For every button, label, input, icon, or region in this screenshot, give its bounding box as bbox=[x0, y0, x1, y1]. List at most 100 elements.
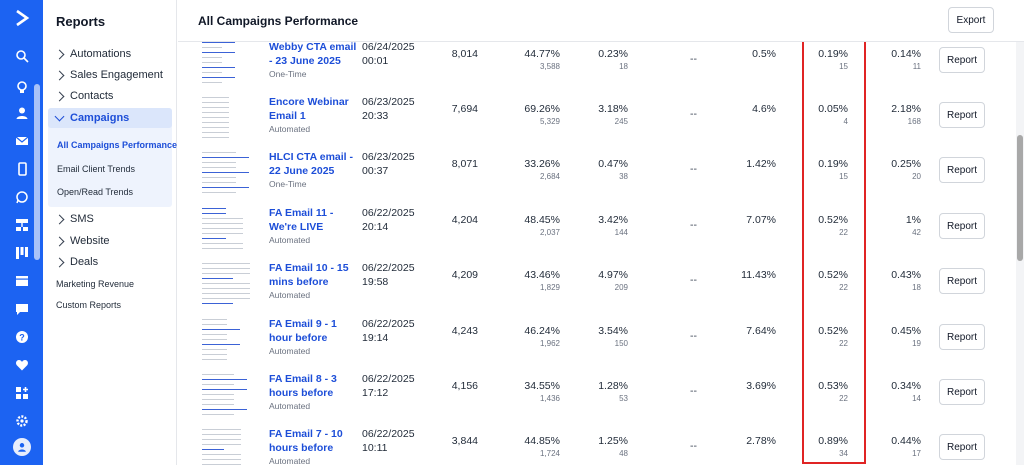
sidebar-item-campaigns[interactable]: Campaigns bbox=[54, 111, 129, 124]
main-header: All Campaigns Performance Export bbox=[178, 0, 1024, 42]
campaign-time: 19:14 bbox=[362, 332, 389, 344]
campaign-time: 19:58 bbox=[362, 276, 389, 288]
click-count: 245 bbox=[614, 117, 628, 126]
report-button[interactable]: Report bbox=[939, 47, 985, 73]
open-count: 5,329 bbox=[539, 117, 560, 126]
page-title: All Campaigns Performance bbox=[198, 14, 359, 28]
campaign-time: 10:11 bbox=[362, 442, 388, 454]
campaign-thumbnail[interactable] bbox=[202, 204, 258, 254]
campaign-thumbnail[interactable] bbox=[202, 148, 258, 198]
sidebar-subitem-open-read-trends[interactable]: Open/Read Trends bbox=[57, 187, 134, 197]
conversations-icon[interactable] bbox=[12, 299, 32, 319]
report-button[interactable]: Report bbox=[939, 102, 985, 128]
campaign-type: Automated bbox=[269, 456, 311, 465]
chevron-right-icon bbox=[54, 49, 65, 59]
last-count: 19 bbox=[912, 339, 921, 348]
report-button[interactable]: Report bbox=[939, 434, 985, 460]
highlighted-rate: 0.52% bbox=[818, 269, 848, 281]
open-count: 1,962 bbox=[539, 339, 560, 348]
empty-metric: -- bbox=[690, 385, 697, 397]
contacts-icon[interactable] bbox=[12, 103, 32, 123]
sidebar-item-deals[interactable]: Deals bbox=[54, 256, 99, 268]
campaign-name-link[interactable]: FA Email 11 - We're LIVE bbox=[269, 207, 334, 233]
click-count: 18 bbox=[619, 62, 628, 71]
last-rate: 2.18% bbox=[891, 103, 921, 115]
campaign-thumbnail[interactable] bbox=[202, 38, 258, 88]
sidebar-item-automations[interactable]: Automations bbox=[54, 48, 131, 60]
sidebar-item-website[interactable]: Website bbox=[54, 235, 110, 247]
rail-scrollbar[interactable] bbox=[34, 84, 40, 260]
last-rate: 0.34% bbox=[891, 380, 921, 392]
campaign-type: Automated bbox=[269, 124, 311, 134]
last-rate: 0.43% bbox=[891, 269, 921, 281]
export-button[interactable]: Export bbox=[948, 7, 994, 33]
open-rate: 46.24% bbox=[524, 325, 560, 337]
click-count: 53 bbox=[619, 394, 628, 403]
click-rate: 1.28% bbox=[598, 380, 628, 392]
sidebar-item-sms[interactable]: SMS bbox=[54, 213, 94, 225]
campaign-name-link[interactable]: HLCI CTA email - 22 June 2025 bbox=[269, 151, 354, 177]
highlighted-rate: 0.53% bbox=[818, 380, 848, 392]
phone-icon[interactable] bbox=[12, 159, 32, 179]
search-icon[interactable] bbox=[12, 46, 32, 66]
settings-gear-icon[interactable] bbox=[12, 411, 32, 431]
highlighted-rate: 0.19% bbox=[818, 48, 848, 60]
heart-icon[interactable] bbox=[12, 355, 32, 375]
apps-icon[interactable] bbox=[12, 383, 32, 403]
avatar[interactable] bbox=[13, 438, 31, 456]
highlighted-count: 22 bbox=[839, 394, 848, 403]
email-icon[interactable] bbox=[12, 131, 32, 151]
table-row: FA Email 10 - 15 mins before Automated 06/… bbox=[178, 259, 1014, 314]
whatsapp-icon[interactable] bbox=[12, 187, 32, 207]
report-button[interactable]: Report bbox=[939, 268, 985, 294]
open-rate: 43.46% bbox=[524, 269, 560, 281]
sidebar-subitem-all-campaigns-performance[interactable]: All Campaigns Performance bbox=[57, 140, 178, 150]
campaign-name-link[interactable]: Webby CTA email - 23 June 2025 bbox=[269, 41, 357, 67]
automations-icon[interactable] bbox=[12, 215, 32, 235]
sidebar-link-custom-reports[interactable]: Custom Reports bbox=[56, 300, 122, 310]
campaign-name-link[interactable]: FA Email 8 - 3 hours before bbox=[269, 373, 337, 399]
campaign-thumbnail[interactable] bbox=[202, 259, 258, 309]
campaign-name-link[interactable]: FA Email 10 - 15 mins before bbox=[269, 262, 349, 288]
report-button[interactable]: Report bbox=[939, 213, 985, 239]
last-count: 17 bbox=[912, 449, 921, 458]
deals-pipeline-icon[interactable] bbox=[12, 243, 32, 263]
sidebar-subitem-email-client-trends[interactable]: Email Client Trends bbox=[57, 164, 136, 174]
highlighted-rate: 0.19% bbox=[818, 158, 848, 170]
campaign-name-link[interactable]: Encore Webinar Email 1 bbox=[269, 96, 349, 122]
report-button[interactable]: Report bbox=[939, 157, 985, 183]
chevron-right-icon bbox=[54, 70, 65, 80]
sidebar-item-label: Deals bbox=[70, 256, 99, 268]
help-icon[interactable]: ? bbox=[12, 327, 32, 347]
sidebar-item-sales-engagement[interactable]: Sales Engagement bbox=[54, 69, 163, 81]
sent-count: 8,014 bbox=[451, 48, 478, 60]
campaign-thumbnail[interactable] bbox=[202, 370, 258, 420]
last-count: 168 bbox=[907, 117, 921, 126]
campaign-name-link[interactable]: FA Email 9 - 1 hour before bbox=[269, 318, 337, 344]
campaigns-header-highlight bbox=[48, 108, 172, 128]
campaign-time: 00:37 bbox=[362, 165, 389, 177]
sidebar-link-marketing-revenue[interactable]: Marketing Revenue bbox=[56, 279, 135, 289]
click-rate: 1.25% bbox=[598, 435, 628, 447]
campaign-thumbnail[interactable] bbox=[202, 93, 258, 143]
open-count: 2,684 bbox=[539, 172, 560, 181]
website-icon[interactable] bbox=[12, 271, 32, 291]
report-button[interactable]: Report bbox=[939, 324, 985, 350]
activecampaign-logo-icon[interactable] bbox=[12, 8, 32, 28]
campaign-name-link[interactable]: FA Email 7 - 10 hours before bbox=[269, 428, 343, 454]
highlighted-count: 22 bbox=[839, 283, 848, 292]
campaign-thumbnail[interactable] bbox=[202, 315, 258, 365]
lightbulb-icon[interactable] bbox=[12, 77, 32, 97]
campaign-time: 20:33 bbox=[362, 110, 389, 122]
click-rate: 3.42% bbox=[598, 214, 628, 226]
main-scrollbar-thumb[interactable] bbox=[1017, 135, 1023, 261]
sidebar-item-contacts[interactable]: Contacts bbox=[54, 90, 114, 102]
campaign-thumbnail[interactable] bbox=[202, 425, 258, 465]
sent-count: 8,071 bbox=[451, 158, 478, 170]
sidebar-item-label: Contacts bbox=[70, 90, 114, 102]
icon-rail: ? bbox=[0, 0, 43, 465]
chevron-right-icon bbox=[54, 91, 65, 101]
main-content: Webby CTA email - 23 June 2025 One-Time 06… bbox=[178, 0, 1024, 465]
last-rate: 0.44% bbox=[891, 435, 921, 447]
report-button[interactable]: Report bbox=[939, 379, 985, 405]
